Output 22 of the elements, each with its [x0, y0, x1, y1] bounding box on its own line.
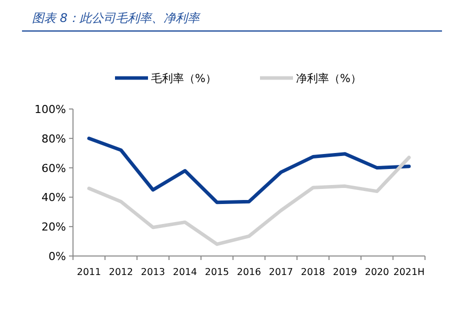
x-tick-label: 2019 — [332, 267, 358, 278]
x-tick-label: 2015 — [204, 267, 230, 278]
x-tick-label: 2018 — [300, 267, 326, 278]
x-tick-label: 2021H — [393, 267, 425, 278]
y-tick-label: 100% — [34, 103, 66, 116]
x-tick-label: 2017 — [268, 267, 294, 278]
x-tick-label: 2020 — [364, 267, 390, 278]
legend-label: 净利率（%） — [296, 72, 362, 85]
y-tick-label: 0% — [48, 250, 66, 263]
legend-label: 毛利率（%） — [151, 72, 216, 85]
y-tick-label: 60% — [42, 162, 66, 175]
x-tick-label: 2016 — [236, 267, 262, 278]
y-tick-label: 20% — [42, 220, 66, 234]
x-tick-label: 2013 — [140, 267, 166, 278]
x-tick-label: 2012 — [108, 267, 134, 278]
x-tick-label: 2011 — [76, 267, 102, 278]
line-series — [87, 156, 411, 246]
y-tick-label: 40% — [42, 191, 66, 204]
chart-title: 图表 8：此公司毛利率、净利率 — [32, 11, 202, 25]
line-series — [87, 136, 411, 204]
x-tick-label: 2014 — [172, 267, 198, 278]
y-tick-label: 80% — [42, 132, 66, 146]
